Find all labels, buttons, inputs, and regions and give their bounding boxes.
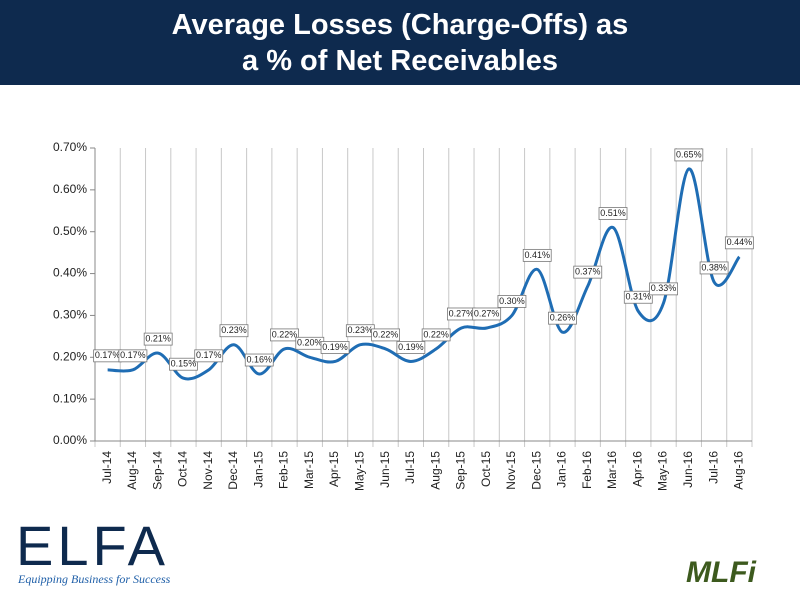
y-tick-label: 0.50%	[53, 224, 87, 238]
label-box	[724, 236, 754, 250]
value-label: 0.20%	[297, 338, 323, 348]
value-label: 0.19%	[322, 342, 348, 352]
chart-title: Average Losses (Charge-Offs) as a % of N…	[171, 8, 629, 77]
label-box	[598, 207, 628, 220]
value-label: 0.15%	[171, 359, 197, 369]
label-box	[623, 290, 653, 304]
x-tick-label: Jan-16	[555, 451, 569, 488]
x-tick-label: Oct-15	[479, 451, 493, 487]
value-label: 0.65%	[676, 149, 702, 159]
label-box	[497, 295, 527, 308]
value-label: 0.23%	[221, 325, 247, 335]
x-tick-label: Dec-14	[226, 451, 240, 490]
value-label: 0.37%	[575, 267, 601, 277]
y-tick-label: 0.60%	[53, 182, 87, 196]
label-box	[573, 265, 603, 279]
value-label: 0.38%	[701, 262, 727, 272]
value-label: 0.22%	[272, 329, 298, 339]
label-box	[699, 261, 729, 275]
x-tick-label: Aug-15	[428, 451, 442, 490]
label-box	[244, 353, 274, 367]
value-label: 0.21%	[145, 333, 171, 343]
label-box	[118, 349, 148, 363]
x-tick-label: Feb-15	[277, 451, 291, 489]
logo-tagline: Equipping Business for Success	[18, 572, 171, 586]
x-tick-label: Mar-16	[605, 451, 619, 489]
x-tick-label: Jun-15	[378, 451, 392, 488]
label-box	[396, 341, 426, 354]
x-tick-label: Jan-15	[251, 451, 265, 488]
value-label: 0.22%	[423, 329, 449, 339]
y-tick-label: 0.40%	[53, 266, 87, 280]
label-box	[270, 328, 299, 342]
value-label: 0.17%	[196, 350, 222, 360]
y-tick-label: 0.20%	[53, 349, 87, 363]
label-box	[649, 282, 678, 296]
value-label: 0.17%	[120, 350, 146, 360]
y-tick-label: 0.30%	[53, 308, 87, 322]
label-box	[548, 311, 577, 325]
x-tick-label: Apr-15	[327, 451, 341, 487]
value-label: 0.33%	[651, 283, 677, 293]
y-tick-label: 0.70%	[53, 140, 87, 154]
value-label: 0.17%	[95, 350, 121, 360]
y-tick-label: 0.00%	[53, 433, 87, 447]
x-tick-label: May-16	[656, 451, 670, 491]
value-label: 0.19%	[398, 342, 424, 352]
x-tick-label: Oct-14	[176, 451, 190, 487]
x-tick-label: May-15	[352, 451, 366, 491]
x-tick-label: Nov-15	[504, 451, 518, 490]
logo: ELFA	[16, 514, 169, 577]
label-box	[421, 328, 451, 342]
value-label: 0.41%	[524, 250, 550, 260]
x-tick-label: Apr-16	[630, 451, 644, 487]
y-tick-label: 0.10%	[53, 391, 87, 405]
value-label: 0.22%	[373, 329, 399, 339]
label-box	[169, 357, 198, 371]
label-box	[194, 349, 224, 363]
label-box	[472, 307, 502, 321]
x-tick-label: Nov-14	[201, 451, 215, 490]
value-label: 0.30%	[499, 296, 525, 306]
label-box	[674, 148, 704, 162]
x-tick-label: Jun-16	[681, 451, 695, 488]
x-tick-label: Sep-15	[454, 451, 468, 490]
x-tick-label: Jul-16	[706, 451, 720, 484]
label-box	[219, 324, 249, 338]
x-tick-label: Jul-14	[100, 451, 114, 484]
value-label: 0.16%	[246, 354, 272, 364]
value-label: 0.27%	[474, 308, 500, 318]
x-tick-label: Jul-15	[403, 451, 417, 484]
x-tick-label: Aug-14	[125, 451, 139, 490]
label-box	[522, 248, 552, 262]
header: Average Losses (Charge-Offs) as a % of N…	[0, 0, 800, 85]
x-tick-label: Dec-15	[529, 451, 543, 490]
value-label: 0.26%	[550, 313, 576, 323]
value-label: 0.31%	[626, 292, 652, 302]
x-tick-label: Sep-14	[150, 451, 164, 490]
label-box	[320, 341, 350, 354]
value-label: 0.27%	[449, 308, 475, 318]
label-box	[143, 332, 173, 346]
x-tick-label: Mar-15	[302, 451, 316, 489]
logo: MLFi	[686, 556, 756, 589]
value-label: 0.23%	[348, 325, 374, 335]
x-tick-label: Aug-16	[732, 451, 746, 490]
value-label: 0.44%	[727, 237, 753, 247]
value-label: 0.51%	[600, 208, 626, 218]
label-box	[371, 328, 400, 342]
x-tick-label: Feb-16	[580, 451, 594, 489]
